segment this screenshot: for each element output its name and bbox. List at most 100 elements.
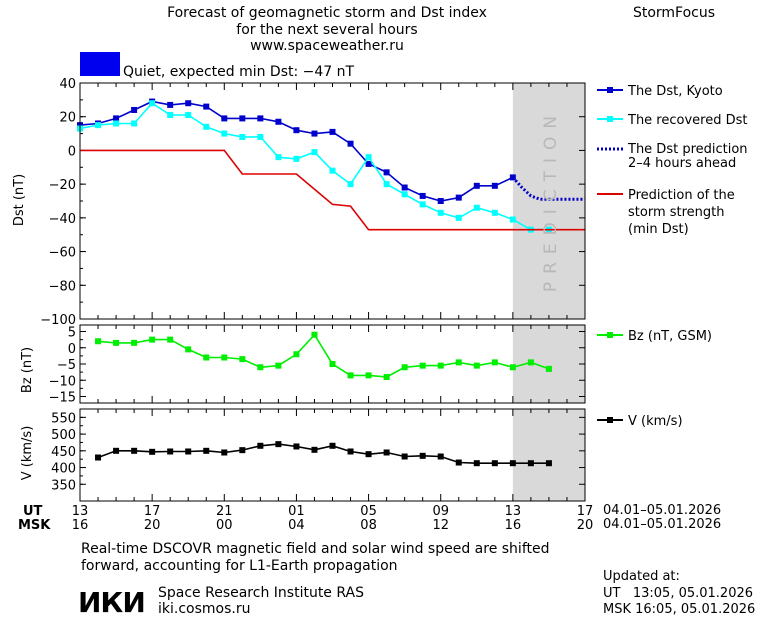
data-point-the-recovered-dst bbox=[419, 201, 426, 208]
data-point-the-dst-kyoto bbox=[437, 198, 444, 204]
data-point-bz-nt-gsm bbox=[203, 354, 210, 361]
time-tick-labels: 13 17 21 01 05 09 13 17 16 20 00 04 08 12 16 20 bbox=[72, 504, 594, 533]
data-point-the-recovered-dst bbox=[491, 209, 498, 216]
dst-frame bbox=[79, 82, 586, 320]
data-point-v-km-s bbox=[293, 443, 300, 450]
bz-ytick-label: −10 bbox=[49, 374, 76, 389]
data-point-the-dst-kyoto bbox=[311, 130, 318, 137]
data-point-v-km-s bbox=[473, 460, 480, 467]
data-point-bz-nt-gsm bbox=[293, 351, 300, 358]
status-color-swatch bbox=[80, 52, 120, 76]
brand-name: StormFocus bbox=[633, 5, 715, 21]
legend-strength-label-3: (min Dst) bbox=[628, 222, 689, 237]
msk-tick-label: 12 bbox=[432, 518, 449, 533]
data-point-bz-nt-gsm bbox=[491, 359, 498, 366]
data-point-v-km-s bbox=[527, 460, 534, 467]
bz-panel: 50−5−10 −15 bbox=[49, 324, 586, 406]
data-point-bz-nt-gsm bbox=[455, 359, 462, 366]
data-point-the-dst-kyoto bbox=[131, 106, 138, 113]
legend-recovered-label: The recovered Dst bbox=[627, 113, 747, 128]
bz-ytick-label: −5 bbox=[57, 358, 76, 373]
msk-tick-label: 08 bbox=[360, 518, 377, 533]
data-point-the-dst-kyoto bbox=[221, 115, 228, 122]
ut-tick-label: 05 bbox=[360, 504, 377, 519]
data-point-bz-nt-gsm bbox=[347, 372, 354, 379]
ut-tick-label: 09 bbox=[432, 504, 449, 519]
dst-ytick-label: 0 bbox=[68, 144, 76, 159]
data-point-the-recovered-dst bbox=[239, 133, 246, 140]
updated-ut: UT 13:05, 05.01.2026 bbox=[603, 586, 753, 601]
data-point-the-recovered-dst bbox=[455, 214, 462, 221]
data-point-the-dst-kyoto bbox=[239, 115, 246, 122]
site-url[interactable]: www.spaceweather.ru bbox=[250, 38, 404, 54]
bz-ytick-label: 5 bbox=[68, 326, 76, 341]
msk-row-label: MSK bbox=[18, 518, 51, 533]
speed-ytick-label: 350 bbox=[51, 478, 76, 493]
data-point-bz-nt-gsm bbox=[113, 339, 120, 346]
data-point-the-dst-kyoto bbox=[455, 194, 462, 201]
data-point-the-dst-kyoto bbox=[473, 182, 480, 189]
dst-ytick-label: −80 bbox=[49, 279, 76, 294]
series-line-bz-nt-gsm bbox=[97, 333, 550, 378]
data-point-v-km-s bbox=[257, 442, 264, 449]
data-point-the-recovered-dst bbox=[257, 133, 264, 140]
msk-tick-label: 16 bbox=[505, 518, 522, 533]
data-point-the-dst-kyoto bbox=[401, 184, 408, 191]
legend-dst-label: The Dst, Kyoto bbox=[627, 84, 723, 99]
data-point-bz-nt-gsm bbox=[365, 372, 372, 379]
msk-tick-label: 00 bbox=[216, 518, 233, 533]
msk-tick-label: 20 bbox=[577, 518, 594, 533]
data-point-the-dst-kyoto bbox=[347, 140, 354, 147]
data-point-the-dst-kyoto bbox=[275, 118, 282, 125]
ut-date-range: 04.01–05.01.2026 bbox=[603, 503, 721, 518]
institute-name: Space Research Institute RAS bbox=[158, 585, 364, 601]
data-point-the-dst-kyoto bbox=[419, 192, 426, 199]
data-point-the-dst-kyoto bbox=[203, 103, 210, 110]
data-point-v-km-s bbox=[113, 447, 120, 454]
data-point-v-km-s bbox=[149, 448, 156, 455]
data-point-the-recovered-dst bbox=[365, 154, 372, 161]
data-point-the-recovered-dst bbox=[473, 204, 480, 211]
ut-tick-label: 13 bbox=[72, 504, 89, 519]
legend-bz-label: Bz (nT, GSM) bbox=[628, 329, 712, 344]
data-point-bz-nt-gsm bbox=[527, 359, 534, 366]
bz-ytick-label: −15 bbox=[49, 391, 76, 406]
legend: The Dst, Kyoto The recovered Dst The Dst… bbox=[597, 84, 748, 429]
data-point-the-recovered-dst bbox=[167, 112, 174, 119]
legend-strength-label-2: storm strength bbox=[628, 205, 725, 220]
ut-tick-label: 17 bbox=[577, 504, 594, 519]
data-point-bz-nt-gsm bbox=[383, 374, 390, 380]
data-point-v-km-s bbox=[203, 447, 210, 454]
dst-ytick-label: −20 bbox=[49, 178, 76, 193]
speed-ytick-label: 500 bbox=[51, 428, 76, 443]
legend-recovered-marker bbox=[607, 116, 613, 122]
data-point-bz-nt-gsm bbox=[545, 365, 552, 372]
data-point-v-km-s bbox=[365, 451, 372, 458]
data-point-bz-nt-gsm bbox=[95, 338, 102, 345]
dst-ytick-label: −60 bbox=[49, 246, 76, 261]
series-line-v-km-s bbox=[97, 443, 549, 464]
ut-tick-label: 01 bbox=[288, 504, 305, 519]
data-point-bz-nt-gsm bbox=[401, 364, 408, 371]
footer-note-line-1: Real-time DSCOVR magnetic field and sola… bbox=[81, 541, 550, 557]
data-point-the-dst-kyoto bbox=[293, 127, 300, 134]
data-point-v-km-s bbox=[347, 448, 354, 455]
updated-msk: MSK 16:05, 05.01.2026 bbox=[603, 602, 755, 617]
data-point-the-recovered-dst bbox=[221, 130, 228, 137]
msk-tick-label: 20 bbox=[144, 518, 161, 533]
institute-url[interactable]: iki.cosmos.ru bbox=[158, 601, 250, 617]
data-point-bz-nt-gsm bbox=[329, 361, 336, 367]
dst-prediction-band bbox=[512, 83, 585, 319]
data-point-bz-nt-gsm bbox=[473, 362, 480, 369]
data-point-the-dst-kyoto bbox=[167, 101, 174, 108]
data-point-the-recovered-dst bbox=[509, 216, 516, 223]
data-point-the-dst-kyoto bbox=[257, 115, 264, 122]
title-line-2: for the next several hours bbox=[236, 22, 417, 38]
speed-axis-title: V (km/s) bbox=[20, 426, 35, 481]
data-point-the-recovered-dst bbox=[311, 149, 318, 156]
dst-ytick-label: −40 bbox=[49, 212, 76, 227]
ut-tick-label: 13 bbox=[505, 504, 522, 519]
data-point-v-km-s bbox=[239, 447, 246, 454]
data-point-the-recovered-dst bbox=[149, 100, 156, 107]
data-point-bz-nt-gsm bbox=[509, 364, 516, 371]
